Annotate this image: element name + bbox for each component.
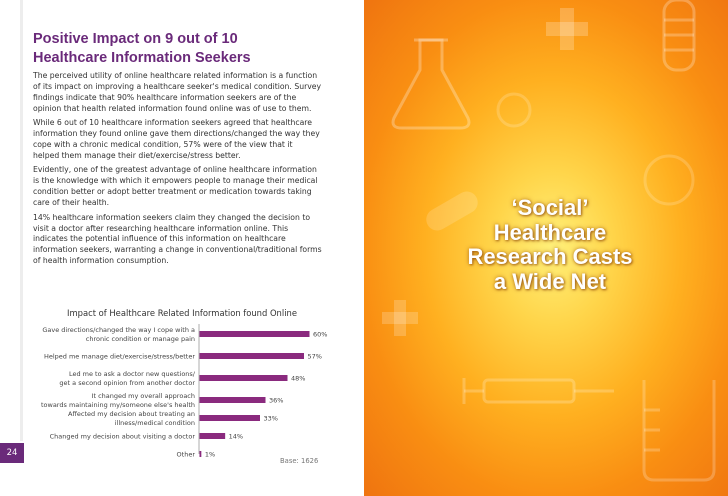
body-line: visit a doctor after researching healthc… bbox=[33, 223, 289, 233]
bar bbox=[199, 353, 304, 359]
body-paragraph: While 6 out of 10 healthcare information… bbox=[33, 118, 335, 162]
bar bbox=[199, 331, 310, 337]
title-line-2: Healthcare Information Seekers bbox=[33, 50, 251, 66]
category-label: get a second opinion from another doctor bbox=[59, 379, 195, 387]
margin-rule bbox=[20, 0, 23, 441]
category-label: Gave directions/changed the way I cope w… bbox=[42, 326, 195, 334]
decorative-background bbox=[382, 0, 716, 482]
body-paragraph: The perceived utility of online healthca… bbox=[33, 71, 335, 115]
bar bbox=[199, 451, 202, 457]
cover-panel bbox=[364, 0, 728, 496]
body-line: condition better or adopt better treatme… bbox=[33, 187, 312, 197]
headline-line: Healthcare bbox=[493, 219, 607, 245]
body-line: helped them manage their diet/exercise/s… bbox=[33, 150, 241, 160]
circle-ornament bbox=[496, 92, 695, 206]
chart-title: Impact of Healthcare Related Information… bbox=[67, 308, 297, 318]
pill-icon bbox=[426, 191, 478, 231]
value-label: 48% bbox=[291, 375, 305, 383]
bar bbox=[199, 415, 260, 421]
body-line: of its impact on improving a healthcare … bbox=[33, 81, 322, 91]
category-label: Affected my decision about treating an bbox=[68, 410, 195, 418]
cross-icon bbox=[382, 300, 418, 336]
bar bbox=[199, 397, 266, 403]
category-label: Changed my decision about visiting a doc… bbox=[50, 433, 196, 441]
bar-chart: Gave directions/changed the way I cope w… bbox=[41, 324, 327, 459]
test-tube-icon bbox=[662, 0, 696, 72]
body-line: information seekers, warranting a change… bbox=[33, 245, 322, 255]
base-note: Base: 1626 bbox=[280, 457, 319, 465]
body-line: Evidently, one of the greatest advantage… bbox=[33, 165, 317, 175]
headline-line: ‘Social’ bbox=[511, 195, 589, 220]
body-line: 14% healthcare information seekers claim… bbox=[33, 212, 311, 222]
plus-icon bbox=[546, 8, 588, 50]
category-label: illness/medical condition bbox=[115, 419, 195, 427]
value-label: 1% bbox=[205, 451, 215, 459]
category-label: chronic condition or manage pain bbox=[86, 335, 195, 343]
category-label: Other bbox=[177, 451, 196, 459]
body-line: is the knowledge with which it empowers … bbox=[33, 176, 318, 186]
sidebar-headline: ‘Social’ Healthcare Research Casts a Wide N… bbox=[460, 195, 640, 294]
value-label: 33% bbox=[264, 415, 278, 423]
body-paragraph: Evidently, one of the greatest advantage… bbox=[33, 165, 335, 209]
value-label: 36% bbox=[269, 397, 283, 405]
body-line: care of their health. bbox=[33, 198, 110, 208]
article-body: The perceived utility of online healthca… bbox=[33, 71, 335, 271]
headline-line: a Wide Net bbox=[493, 268, 607, 294]
article-page: Positive Impact on 9 out of 10 Healthcar… bbox=[0, 0, 353, 465]
headline-line: Research Casts bbox=[467, 244, 633, 269]
syringe-icon bbox=[462, 378, 614, 404]
bar bbox=[199, 433, 226, 439]
category-label: It changed my overall approach bbox=[92, 392, 195, 400]
category-label: towards maintaining my/someone else's he… bbox=[41, 401, 195, 409]
body-line: findings indicate that 90% healthcare in… bbox=[33, 92, 297, 102]
body-line: While 6 out of 10 healthcare information… bbox=[33, 118, 313, 128]
body-paragraph: 14% healthcare information seekers claim… bbox=[33, 213, 335, 268]
flask-icon bbox=[391, 38, 471, 130]
value-label: 14% bbox=[229, 433, 243, 441]
bar bbox=[199, 375, 288, 381]
page-title: Positive Impact on 9 out of 10 Healthcar… bbox=[33, 30, 353, 68]
body-line: opinion that health related information … bbox=[33, 103, 312, 113]
value-label: 57% bbox=[308, 353, 322, 361]
title-line-1: Positive Impact on 9 out of 10 bbox=[33, 31, 238, 47]
beaker-icon bbox=[642, 380, 716, 482]
body-line: information they found online gave them … bbox=[33, 129, 320, 139]
body-line: cope with a chronic medical condition, 5… bbox=[33, 140, 293, 150]
category-label: Led me to ask a doctor new questions/ bbox=[69, 370, 196, 378]
body-line: The perceived utility of online healthca… bbox=[33, 71, 318, 80]
body-line: indicates the potential influence of thi… bbox=[33, 234, 286, 244]
page-number: 24 bbox=[0, 443, 24, 463]
category-label: Helped me manage diet/exercise/stress/be… bbox=[44, 353, 195, 361]
value-label: 60% bbox=[313, 331, 327, 339]
body-line: of health information consumption. bbox=[33, 256, 169, 266]
